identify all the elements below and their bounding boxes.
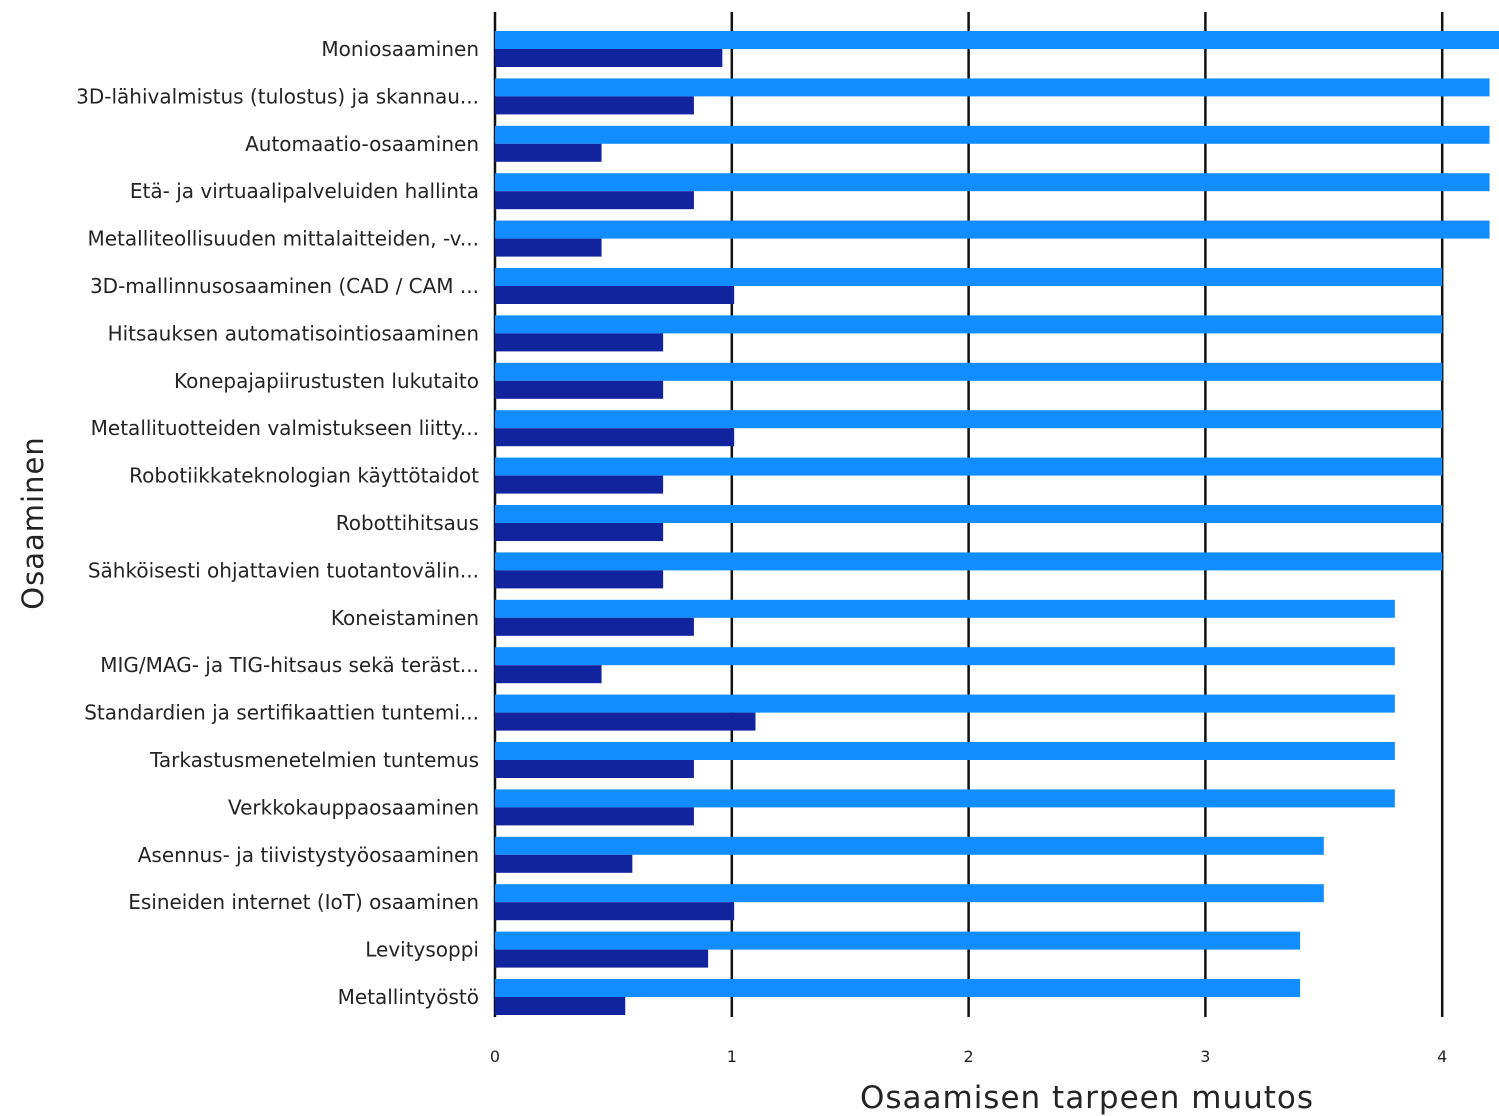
bar-series1 <box>495 647 1395 666</box>
y-axis-title: Osaaminen <box>16 436 50 609</box>
category-label: Robotiikkateknologian käyttötaidot <box>129 464 479 488</box>
category-label: Esineiden internet (IoT) osaaminen <box>128 890 479 914</box>
x-tick-label: 1 <box>727 1047 737 1066</box>
bar-series1 <box>495 125 1490 144</box>
bar-series2 <box>495 617 694 636</box>
bar-series1 <box>495 315 1443 334</box>
category-label: 3D-lähivalmistus (tulostus) ja skannau..… <box>76 84 479 108</box>
category-labels: Moniosaaminen 3D-lähivalmistus (tulostus)… <box>76 37 479 1009</box>
bar-series1 <box>495 220 1490 239</box>
category-label: Automaatio-osaaminen <box>245 132 479 156</box>
bar-series1 <box>495 78 1490 97</box>
bar-series2 <box>495 902 735 921</box>
bar-series2 <box>495 997 626 1015</box>
bar-series1 <box>495 979 1301 997</box>
bar-series1 <box>495 410 1443 429</box>
bar-series1 <box>495 789 1395 808</box>
bar-series2 <box>495 428 735 447</box>
bar-series2 <box>495 475 664 494</box>
bar-series1 <box>495 457 1443 476</box>
bar-series2 <box>495 238 602 257</box>
bar-series2 <box>495 523 664 541</box>
bar-series1 <box>495 931 1301 950</box>
x-tick-label: 3 <box>1200 1047 1210 1066</box>
bar-series2 <box>495 949 709 968</box>
bar-series2 <box>495 49 723 67</box>
bar-series2 <box>495 760 694 778</box>
category-label: Asennus- ja tiivistystyöosaaminen <box>138 843 479 867</box>
category-label: Konepajapiirustusten lukutaito <box>174 369 479 393</box>
bar-series1 <box>495 694 1395 713</box>
bar-series2 <box>495 807 694 826</box>
bar-series1 <box>495 31 1499 49</box>
bars <box>495 31 1499 1015</box>
bar-series2 <box>495 143 602 162</box>
bar-series2 <box>495 712 756 731</box>
x-tick-label: 0 <box>490 1047 500 1066</box>
x-tick-label: 2 <box>964 1047 974 1066</box>
category-label: Etä- ja virtuaalipalveluiden hallinta <box>130 179 479 203</box>
bar-series1 <box>495 268 1443 286</box>
category-label: Moniosaaminen <box>321 37 479 61</box>
bar-series2 <box>495 333 664 352</box>
category-label: Standardien ja sertifikaattien tuntemi..… <box>84 701 479 725</box>
bar-series1 <box>495 505 1443 523</box>
x-axis-title: Osaamisen tarpeen muutos <box>860 1080 1314 1116</box>
bar-series2 <box>495 286 735 304</box>
category-label: MIG/MAG- ja TIG-hitsaus sekä teräst... <box>100 653 479 677</box>
bar-series2 <box>495 854 633 873</box>
category-label: Tarkastusmenetelmien tuntemus <box>149 748 479 772</box>
bar-series1 <box>495 742 1395 760</box>
category-label: Koneistaminen <box>331 606 479 630</box>
category-label: Metallintyöstö <box>338 985 479 1009</box>
category-label: Robottihitsaus <box>336 511 479 535</box>
bar-series2 <box>495 380 664 399</box>
bar-series1 <box>495 836 1324 855</box>
bar-series2 <box>495 96 694 115</box>
bar-series2 <box>495 191 694 210</box>
x-tick-labels: 0 1 2 3 4 <box>490 1047 1447 1066</box>
category-label: Metalliteollisuuden mittalaitteiden, -v.… <box>87 227 479 251</box>
bar-series1 <box>495 599 1395 618</box>
bar-series1 <box>495 362 1443 381</box>
bar-series2 <box>495 570 664 589</box>
category-label: 3D-mallinnusosaaminen (CAD / CAM ... <box>90 274 479 298</box>
bar-series1 <box>495 884 1324 903</box>
category-label: Hitsauksen automatisointiosaaminen <box>108 321 479 345</box>
category-label: Levitysoppi <box>365 938 479 962</box>
category-label: Sähköisesti ohjattavien tuotantovälin... <box>88 558 479 582</box>
bar-series2 <box>495 665 602 684</box>
bar-series1 <box>495 173 1490 192</box>
bar-series1 <box>495 552 1443 571</box>
x-tick-label: 4 <box>1437 1047 1447 1066</box>
category-label: Metallituotteiden valmistukseen liitty..… <box>91 416 479 440</box>
category-label: Verkkokauppaosaaminen <box>228 795 479 819</box>
